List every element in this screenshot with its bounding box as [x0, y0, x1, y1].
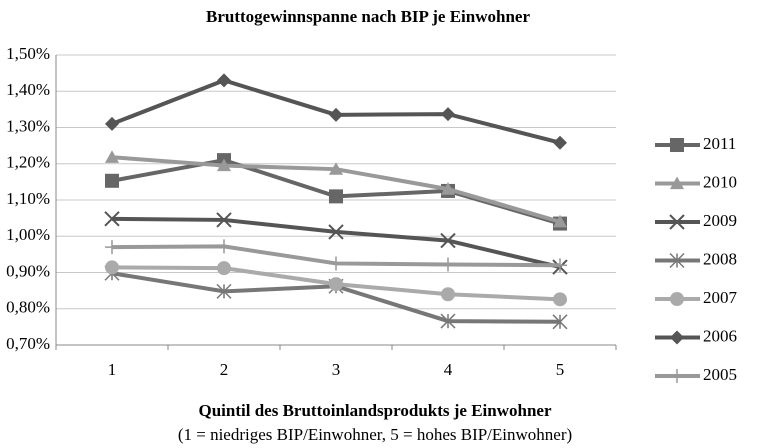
marker [441, 107, 455, 122]
y-tick-label: 1,30% [6, 116, 50, 135]
marker [329, 277, 343, 292]
marker [553, 214, 567, 228]
marker [105, 116, 119, 131]
chart-title: Bruttogewinnspanne nach BIP je Einwohner [206, 7, 530, 26]
marker [105, 260, 119, 275]
marker [217, 261, 231, 276]
marker [553, 135, 567, 150]
y-tick-label: 0,70% [6, 334, 50, 353]
y-tick-label: 1,40% [6, 80, 50, 99]
x-axis-label: Quintil des Bruttoinlandsprodukts je Ein… [199, 401, 552, 420]
x-tick-label: 1 [108, 360, 117, 379]
marker [105, 240, 119, 255]
series [105, 73, 567, 150]
marker [216, 283, 232, 299]
marker [104, 211, 120, 227]
x-tick-label: 2 [220, 360, 229, 379]
marker [217, 158, 231, 172]
marker [329, 162, 343, 175]
legend-label: 2008 [703, 249, 737, 268]
marker [670, 176, 684, 190]
series [105, 260, 567, 307]
x-tick-label: 3 [332, 360, 341, 379]
marker [669, 252, 685, 269]
marker [217, 73, 231, 88]
marker [670, 369, 684, 383]
legend-label: 2005 [703, 365, 737, 384]
y-tick-label: 0,90% [6, 261, 50, 280]
marker [105, 173, 119, 188]
y-tick-label: 1,10% [6, 189, 50, 208]
marker [440, 313, 456, 329]
marker [216, 212, 232, 228]
marker [670, 138, 684, 152]
marker [553, 258, 567, 273]
marker [329, 256, 343, 271]
y-tick-label: 1,20% [6, 153, 50, 172]
marker [670, 330, 684, 345]
marker [329, 189, 343, 204]
marker [441, 257, 455, 272]
series [105, 239, 567, 273]
marker [441, 182, 455, 195]
marker [328, 224, 344, 240]
legend-label: 2007 [703, 288, 738, 307]
marker [329, 107, 343, 122]
marker [669, 214, 685, 230]
x-axis-note: (1 = niedriges BIP/Einwohner, 5 = hohes … [178, 425, 572, 444]
y-tick-label: 1,50% [6, 44, 50, 63]
marker [553, 292, 567, 307]
y-tick-label: 0,80% [6, 298, 50, 317]
x-tick-label: 4 [444, 360, 453, 379]
y-tick-label: 1,00% [6, 225, 50, 244]
legend-label: 2006 [703, 326, 737, 345]
legend-label: 2010 [703, 172, 737, 191]
marker [217, 239, 231, 254]
legend-label: 2009 [703, 211, 737, 230]
x-tick-label: 5 [556, 360, 565, 379]
marker [441, 287, 455, 302]
marker [440, 232, 456, 249]
series [105, 150, 567, 228]
marker [105, 150, 119, 163]
marker [670, 292, 684, 306]
marker [552, 314, 568, 330]
legend-label: 2011 [703, 134, 736, 153]
